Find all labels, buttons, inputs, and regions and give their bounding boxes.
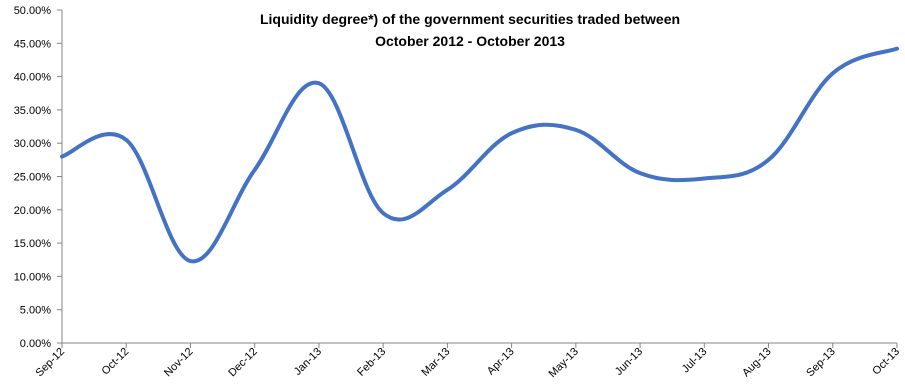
- chart-title-line-2: October 2012 - October 2013: [375, 33, 565, 49]
- x-tick-label: Aug-13: [740, 346, 774, 380]
- data-point: [510, 131, 514, 135]
- x-tick-label: Oct-12: [100, 346, 132, 378]
- y-axis: 0.00% 5.00% 10.00% 15.00% 20.00% 25.00% 30.00%…: [14, 5, 63, 350]
- data-point: [124, 138, 128, 142]
- data-point: [638, 171, 642, 175]
- x-tick-label: Jul-13: [680, 346, 710, 376]
- data-point: [60, 155, 64, 159]
- data-point: [702, 176, 706, 180]
- data-point: [767, 158, 771, 162]
- data-point: [445, 188, 449, 192]
- y-tick-label: 0.00%: [20, 338, 51, 350]
- data-point: [188, 259, 192, 263]
- chart-title-line-1: Liquidity degree*) of the government sec…: [260, 11, 680, 27]
- y-tick-label: 40.00%: [14, 72, 52, 84]
- y-tick-label: 15.00%: [14, 238, 52, 250]
- data-point: [381, 211, 385, 215]
- y-tick-label: 5.00%: [20, 305, 51, 317]
- x-tick-label: Sep-13: [804, 346, 838, 380]
- y-tick-label: 45.00%: [14, 38, 52, 50]
- series-layer: [60, 46, 899, 264]
- data-point: [831, 71, 835, 75]
- data-point: [253, 168, 257, 172]
- x-tick-label: Dec-12: [226, 346, 260, 380]
- x-tick-label: May-13: [547, 346, 581, 380]
- x-tick-label: Jan-13: [292, 346, 324, 378]
- series-line-0: [60, 46, 899, 264]
- y-tick-label: 35.00%: [14, 105, 52, 117]
- y-tick-label: 10.00%: [14, 271, 52, 283]
- y-tick-label: 50.00%: [14, 5, 52, 17]
- y-tick-label: 25.00%: [14, 172, 52, 184]
- x-tick-label: Feb-13: [355, 346, 388, 379]
- y-tick-label: 30.00%: [14, 138, 52, 150]
- data-point: [317, 81, 321, 85]
- chart-title: Liquidity degree*) of the government sec…: [260, 11, 680, 49]
- x-tick-label: Oct-13: [870, 346, 902, 378]
- data-point: [895, 47, 899, 51]
- x-tick-label: Sep-12: [34, 346, 68, 380]
- x-tick-label: Apr-13: [485, 346, 517, 378]
- x-axis: Sep-12 Oct-12 Nov-12 Dec-12 Jan-13 Feb-13 Mar-…: [34, 342, 902, 380]
- x-tick-label: Jun-13: [613, 346, 645, 378]
- data-point: [574, 128, 578, 132]
- x-tick-label: Nov-12: [162, 346, 196, 380]
- x-tick-label: Mar-13: [419, 346, 452, 379]
- y-tick-label: 20.00%: [14, 205, 52, 217]
